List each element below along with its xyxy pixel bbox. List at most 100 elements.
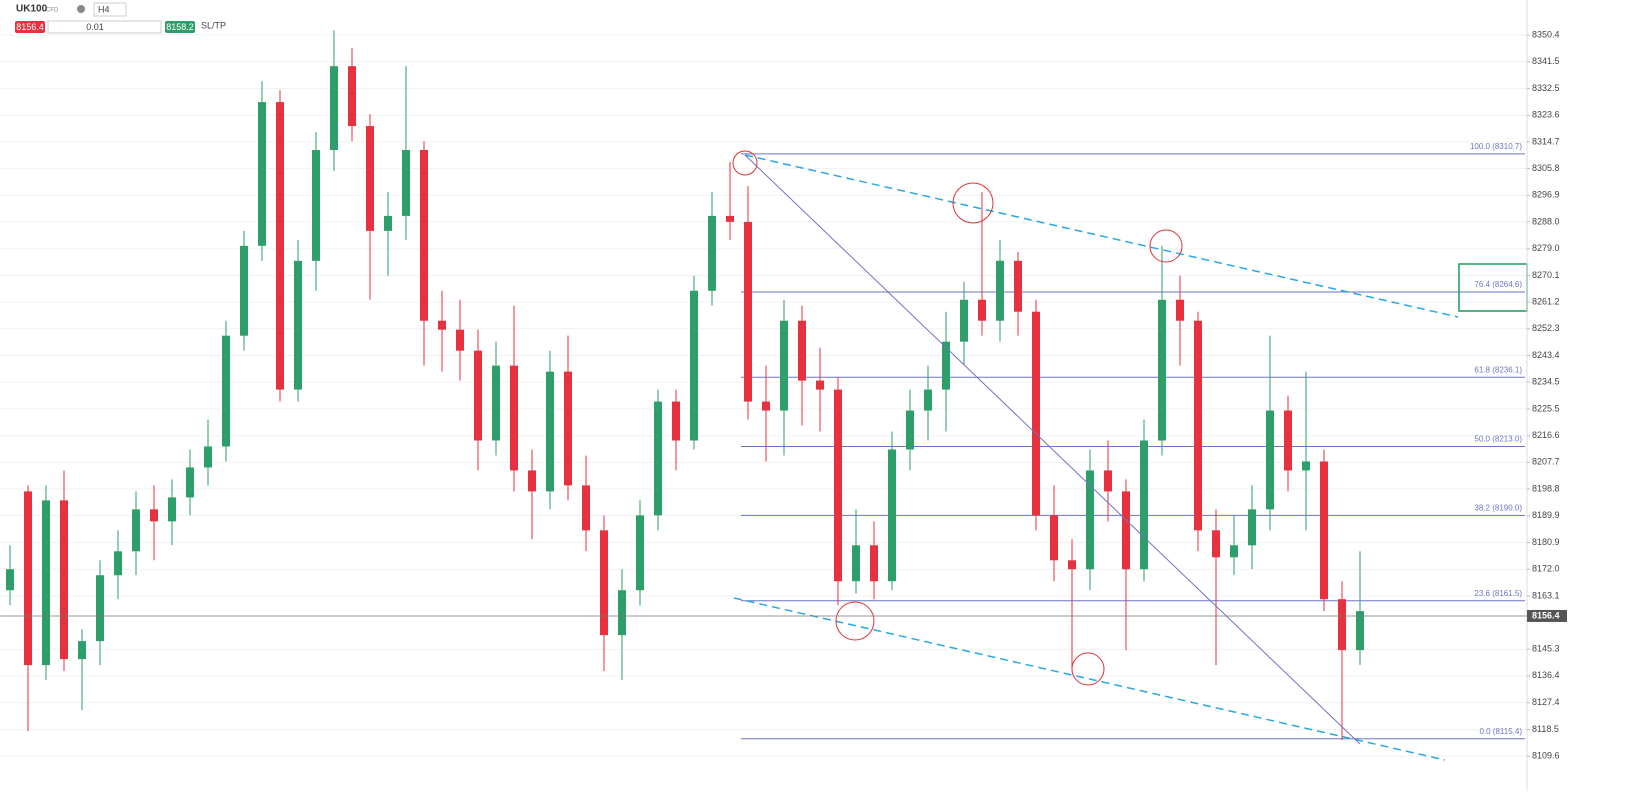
candle-body [636, 515, 644, 591]
candle-body [204, 446, 212, 468]
y-tick-label: 8145.3 [1532, 644, 1560, 654]
y-tick-label: 8163.1 [1532, 590, 1560, 600]
candle-body [42, 500, 50, 666]
candle-body [1086, 470, 1094, 570]
y-tick-label: 8341.5 [1532, 56, 1560, 66]
y-tick-label: 8172.0 [1532, 564, 1560, 574]
sltp-button[interactable]: SL/TP [201, 20, 226, 30]
candle-body [132, 509, 140, 552]
candle-body [852, 545, 860, 582]
candle-body [258, 102, 266, 246]
candle-body [294, 260, 302, 390]
candle-body [672, 401, 680, 441]
candle-body [942, 341, 950, 390]
y-tick-label: 8234.5 [1532, 376, 1560, 386]
highlight-circle[interactable] [835, 601, 875, 641]
candle-body [564, 371, 572, 486]
candle-body [600, 530, 608, 636]
y-tick-label: 8252.3 [1532, 323, 1560, 333]
highlight-circle[interactable] [732, 150, 758, 176]
y-tick-label: 8180.9 [1532, 537, 1560, 547]
sell-price[interactable]: 8156.4 [16, 22, 44, 32]
candle-body [618, 590, 626, 636]
candle-body [222, 335, 230, 447]
fib-label: 38.2 (8190.0) [1474, 503, 1522, 512]
y-tick-label: 8332.5 [1532, 83, 1560, 93]
candle-body [708, 215, 716, 291]
candle-body [276, 102, 284, 390]
candle-body [330, 66, 338, 151]
info-icon[interactable] [77, 5, 85, 13]
buy-button[interactable] [165, 21, 195, 33]
y-tick-label: 8279.0 [1532, 243, 1560, 253]
candle-body [528, 470, 536, 492]
candle-body [888, 449, 896, 582]
candle-body [1050, 515, 1058, 561]
candle-body [60, 500, 68, 660]
candle-body [1212, 530, 1220, 558]
candle-body [168, 497, 176, 522]
candle-body [762, 401, 770, 411]
y-tick-label: 8216.6 [1532, 430, 1560, 440]
symbol-tag: CFD [46, 8, 59, 14]
y-tick-label: 8296.9 [1532, 190, 1560, 200]
candle-body [114, 551, 122, 576]
candle-body [582, 485, 590, 531]
channel-line[interactable] [733, 597, 1446, 761]
fib-label: 76.4 (8264.6) [1474, 280, 1522, 289]
candle-body [978, 299, 986, 321]
buy-price[interactable]: 8158.2 [166, 22, 194, 32]
candle-body [1338, 599, 1346, 651]
candle-body [6, 569, 14, 591]
candle-body [1032, 311, 1040, 516]
candle-body [744, 221, 752, 402]
y-tick-label: 8288.0 [1532, 216, 1560, 226]
fib-label: 0.0 (8115.4) [1479, 727, 1522, 736]
candle-body [1158, 299, 1166, 441]
candle-body [24, 491, 32, 666]
lot-size[interactable]: 0.01 [86, 22, 104, 32]
y-tick-label: 8314.7 [1532, 136, 1560, 146]
candle-body [402, 150, 410, 216]
highlight-circle[interactable] [1149, 229, 1183, 263]
candle-body [510, 365, 518, 471]
timeframe-select[interactable] [93, 2, 127, 17]
candle-body [186, 467, 194, 498]
sell-button[interactable] [15, 21, 45, 33]
timeframe[interactable]: H4 [98, 4, 110, 14]
candle-body [816, 380, 824, 390]
y-tick-label: 8261.2 [1532, 297, 1560, 307]
candle-body [690, 290, 698, 441]
symbol[interactable]: UK100 [16, 4, 48, 15]
trend-line[interactable] [744, 154, 1361, 745]
y-tick-label: 8323.6 [1532, 110, 1560, 120]
candle-body [150, 509, 158, 522]
price-label-box [1527, 609, 1567, 622]
candle-body [834, 389, 842, 582]
candle-body [1230, 545, 1238, 558]
highlight-circle[interactable] [1071, 652, 1105, 686]
y-tick-label: 8350.4 [1532, 29, 1560, 39]
y-tick-label: 8207.7 [1532, 457, 1560, 467]
candle-body [1284, 410, 1292, 471]
y-tick-label: 8127.4 [1532, 697, 1560, 707]
candle-body [456, 329, 464, 351]
lot-input[interactable] [47, 20, 162, 34]
candle-body [492, 365, 500, 441]
candle-body [906, 410, 914, 450]
y-tick-label: 8109.6 [1532, 750, 1560, 760]
candle-body [924, 389, 932, 411]
candle-body [798, 320, 806, 381]
candle-body [870, 545, 878, 582]
channel-line[interactable] [744, 154, 1459, 318]
candle-body [240, 245, 248, 336]
highlight-circle[interactable] [952, 182, 994, 224]
candle-body [1104, 470, 1112, 492]
candle-body [474, 350, 482, 441]
fib-label: 50.0 (8213.0) [1474, 435, 1522, 444]
candle-body [366, 126, 374, 231]
candle-body [78, 641, 86, 660]
candle-body [1194, 320, 1202, 531]
price-label: 8156.4 [1532, 610, 1560, 620]
